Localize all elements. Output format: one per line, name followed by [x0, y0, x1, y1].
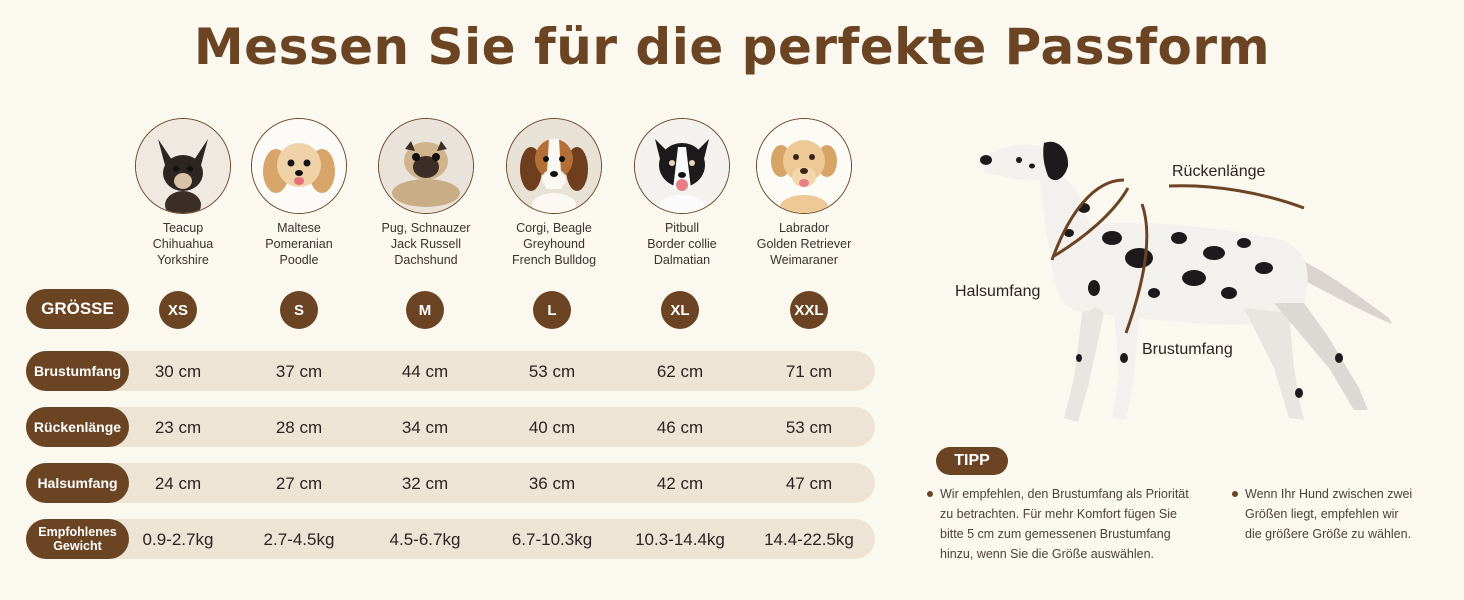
breed-name: Poodle — [279, 253, 319, 267]
dog-column-m: Pug, Schnauzer Jack Russell Dachshund — [361, 118, 491, 268]
breed-avatars: Teacup Chihuahua Yorkshire Maltese Pomer… — [0, 118, 900, 278]
tip-line: Wir empfehlen, den Brustumfang als Prior… — [940, 487, 1189, 501]
breed-list: Labrador Golden Retriever Weimaraner — [739, 220, 869, 268]
breed-name: Teacup — [162, 221, 204, 235]
dog-column-l: Corgi, Beagle Greyhound French Bulldog — [489, 118, 619, 268]
maltese-photo — [251, 118, 347, 214]
table-cell: 32 cm — [401, 474, 449, 493]
breed-name: Pug, Schnauzer — [381, 221, 471, 235]
back-length-label: Rückenlänge — [1172, 163, 1266, 180]
breed-list: Pug, Schnauzer Jack Russell Dachshund — [361, 220, 491, 268]
neck-label: Halsumfang — [955, 283, 1041, 300]
table-row — [26, 351, 875, 391]
chihuahua-photo — [135, 118, 231, 214]
table-cell: 62 cm — [656, 362, 704, 381]
size-badge: S — [280, 291, 318, 329]
size-badge: XS — [159, 291, 197, 329]
dalmatian-illustration — [980, 141, 1392, 422]
table-cell: 36 cm — [528, 474, 576, 493]
size-label: GRÖSSE — [26, 289, 129, 329]
table-cell: 37 cm — [275, 362, 323, 381]
size-badge: XL — [661, 291, 699, 329]
table-cell: 53 cm — [528, 362, 576, 381]
size-header-row: GRÖSSE XS S M L XL XXL — [0, 289, 900, 329]
dog-column-xl: Pitbull Border collie Dalmatian — [617, 118, 747, 268]
table-row — [26, 519, 875, 559]
size-badge: M — [406, 291, 444, 329]
table-cell: 40 cm — [528, 418, 576, 437]
table-cell: 53 cm — [785, 418, 833, 437]
table-row — [26, 407, 875, 447]
table-cell: 23 cm — [154, 418, 202, 437]
tip-badge: TIPP — [936, 447, 1008, 475]
breed-name: Pomeranian — [265, 237, 333, 251]
tip-left: Wir empfehlen, den Brustumfang als Prior… — [927, 484, 1230, 564]
breed-name: Border collie — [647, 237, 717, 251]
breed-name: Yorkshire — [157, 253, 209, 267]
breed-list: Pitbull Border collie Dalmatian — [617, 220, 747, 268]
tip-line: zu betrachten. Für mehr Komfort fügen Si… — [940, 507, 1177, 521]
tip-line: die größere Größe zu wählen. — [1245, 527, 1412, 541]
table-cell: 14.4-22.5kg — [764, 530, 854, 549]
table-row — [26, 463, 875, 503]
breed-name: Chihuahua — [152, 237, 214, 251]
dog-column-s: Maltese Pomeranian Poodle — [234, 118, 364, 268]
breed-list: Corgi, Beagle Greyhound French Bulldog — [489, 220, 619, 268]
table-cell: 2.7-4.5kg — [263, 530, 335, 549]
dog-column-xs: Teacup Chihuahua Yorkshire — [118, 118, 248, 268]
beagle-photo — [506, 118, 602, 214]
tip-line: hinzu, wenn Sie die Größe auswählen. — [940, 547, 1155, 561]
tip-line: Größen liegt, empfehlen wir — [1245, 507, 1399, 521]
row-label: Rückenlänge — [26, 407, 129, 447]
table-cell: 28 cm — [275, 418, 323, 437]
border-collie-photo — [634, 118, 730, 214]
bullet-icon — [1232, 491, 1238, 497]
pug-photo — [378, 118, 474, 214]
table-cell: 46 cm — [656, 418, 704, 437]
tip-line: Wenn Ihr Hund zwischen zwei — [1245, 487, 1413, 501]
breed-name: Greyhound — [523, 237, 585, 251]
breed-name: Corgi, Beagle — [516, 221, 592, 235]
table-cell: 24 cm — [154, 474, 202, 493]
breed-list: Teacup Chihuahua Yorkshire — [118, 220, 248, 268]
table-cell: 44 cm — [401, 362, 449, 381]
breed-name: Jack Russell — [390, 237, 462, 251]
bullet-icon — [927, 491, 933, 497]
breed-name: Dachshund — [394, 253, 458, 267]
breed-name: Golden Retriever — [756, 237, 852, 251]
table-cell: 71 cm — [785, 362, 833, 381]
table-cell: 0.9-2.7kg — [142, 530, 214, 549]
table-cell: 34 cm — [401, 418, 449, 437]
measurement-diagram: Rückenlänge Halsumfang Brustumfang — [944, 118, 1414, 438]
size-badge: XXL — [790, 291, 828, 329]
tip-right: Wenn Ihr Hund zwischen zwei Größen liegt… — [1232, 484, 1445, 544]
table-cell: 4.5-6.7kg — [389, 530, 461, 549]
table-cell: 42 cm — [656, 474, 704, 493]
dog-column-xxl: Labrador Golden Retriever Weimaraner — [739, 118, 869, 268]
table-cell: 47 cm — [785, 474, 833, 493]
table-cell: 10.3-14.4kg — [635, 530, 725, 549]
table-cell: 6.7-10.3kg — [511, 530, 593, 549]
tip-line: bitte 5 cm zum gemessenen Brustumfang — [940, 527, 1171, 541]
row-label: Halsumfang — [26, 463, 129, 503]
breed-name: Weimaraner — [770, 253, 838, 267]
breed-name: French Bulldog — [511, 253, 597, 267]
breed-list: Maltese Pomeranian Poodle — [234, 220, 364, 268]
table-cell: 30 cm — [154, 362, 202, 381]
breed-name: Maltese — [277, 221, 321, 235]
size-badge: L — [533, 291, 571, 329]
page-title: Messen Sie für die perfekte Passform — [193, 18, 1271, 76]
breed-name: Dalmatian — [653, 253, 711, 267]
breed-name: Labrador — [778, 221, 830, 235]
labrador-photo — [756, 118, 852, 214]
breed-name: Pitbull — [664, 221, 700, 235]
row-label: Empfohlenes Gewicht — [26, 519, 129, 559]
table-cell: 27 cm — [275, 474, 323, 493]
row-label: Brustumfang — [26, 351, 129, 391]
chest-label: Brustumfang — [1142, 341, 1233, 358]
